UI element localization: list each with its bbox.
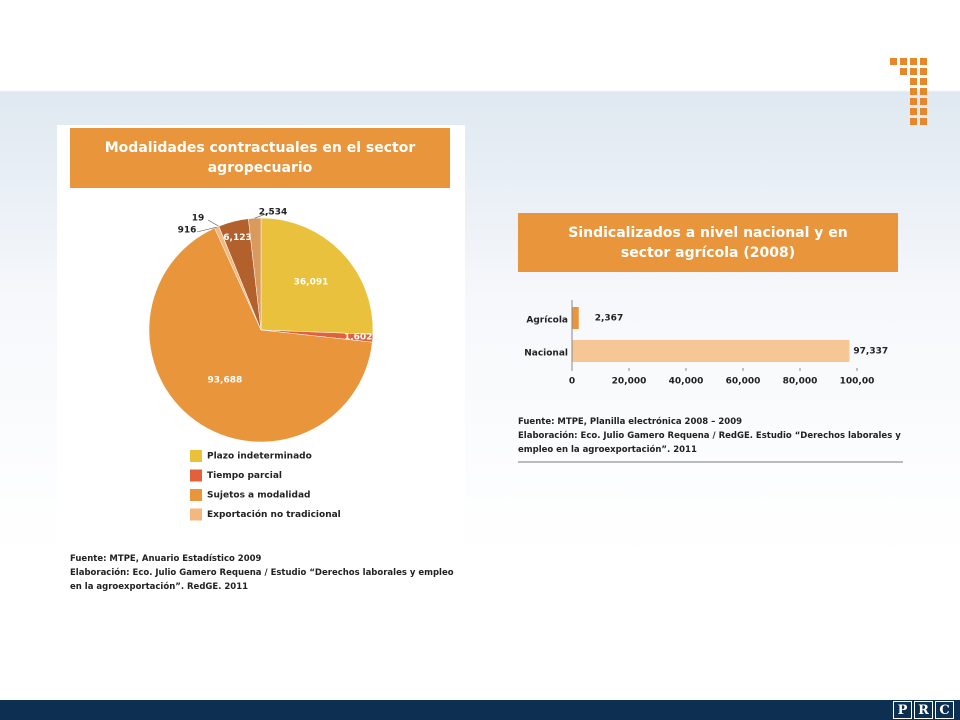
square xyxy=(920,68,927,75)
data-label: 6,123 xyxy=(223,233,251,243)
data-label: 2,534 xyxy=(259,208,287,218)
footer-bar xyxy=(0,700,960,720)
legend-label: Tiempo parcial xyxy=(207,471,282,481)
square xyxy=(890,58,897,65)
data-label: 19 xyxy=(192,214,205,224)
y-tick-label: Nacional xyxy=(524,349,568,359)
data-label: 916 xyxy=(178,226,197,236)
x-tick-label: 0 xyxy=(569,377,575,387)
square xyxy=(910,108,917,115)
square xyxy=(920,58,927,65)
square xyxy=(910,58,917,65)
chart-title: Sindicalizados a nivel nacional y en sec… xyxy=(518,213,898,272)
data-label: 2,367 xyxy=(595,314,623,324)
data-label: 1,602 xyxy=(344,333,372,343)
notes: Fuente: MTPE, Planilla electrónica 2008 … xyxy=(518,415,903,463)
x-tick-label: 40,000 xyxy=(669,377,704,387)
leader-line xyxy=(254,211,272,219)
leader-line xyxy=(196,226,217,233)
pie-slice xyxy=(260,217,374,335)
square xyxy=(910,78,917,85)
square xyxy=(910,68,917,75)
x-tick-label: 20,000 xyxy=(612,377,647,387)
bar xyxy=(572,340,850,362)
data-label: 36,091 xyxy=(294,277,329,287)
note: Elaboración: Eco. Julio Gamero Requena /… xyxy=(70,568,454,592)
legend-label: Exportación no tradicional xyxy=(207,509,341,520)
legend-swatch xyxy=(190,450,202,462)
pie-slice xyxy=(148,227,373,443)
x-tick-label: 60,000 xyxy=(726,377,761,387)
data-label: 93,688 xyxy=(208,375,243,385)
legend-label: Plazo indeterminado xyxy=(207,452,312,462)
square xyxy=(910,88,917,95)
notes: Fuente: MTPE, Anuario Estadístico 2009 E… xyxy=(70,552,460,594)
legend-swatch xyxy=(190,508,202,521)
square xyxy=(910,98,917,105)
logo-letter: C xyxy=(935,701,954,719)
square xyxy=(920,108,927,115)
x-tick-label: 100,00 xyxy=(840,377,875,387)
x-tick-label: 80,000 xyxy=(783,377,818,387)
note: Fuente: MTPE, Anuario Estadístico 2009 xyxy=(70,554,262,564)
chart-title: Modalidades contractuales en el sector a… xyxy=(70,128,450,188)
square xyxy=(920,118,927,125)
data-label: 97,337 xyxy=(853,347,888,357)
legend-swatch xyxy=(190,489,202,501)
bar xyxy=(572,307,579,329)
square xyxy=(920,78,927,85)
note: Elaboración: Eco. Julio Gamero Requena /… xyxy=(518,431,901,455)
legend-swatch xyxy=(190,469,202,482)
square xyxy=(900,68,907,75)
square xyxy=(920,98,927,105)
logo-letter: R xyxy=(914,701,933,719)
y-tick-label: Agrícola xyxy=(526,316,568,326)
leader-line xyxy=(207,219,219,227)
square xyxy=(910,118,917,125)
legend-label: Sujetos a modalidad xyxy=(207,491,310,501)
logo-letter: P xyxy=(893,701,912,719)
note: Fuente: MTPE, Planilla electrónica 2008 … xyxy=(518,417,743,427)
square xyxy=(900,58,907,65)
square xyxy=(920,88,927,95)
